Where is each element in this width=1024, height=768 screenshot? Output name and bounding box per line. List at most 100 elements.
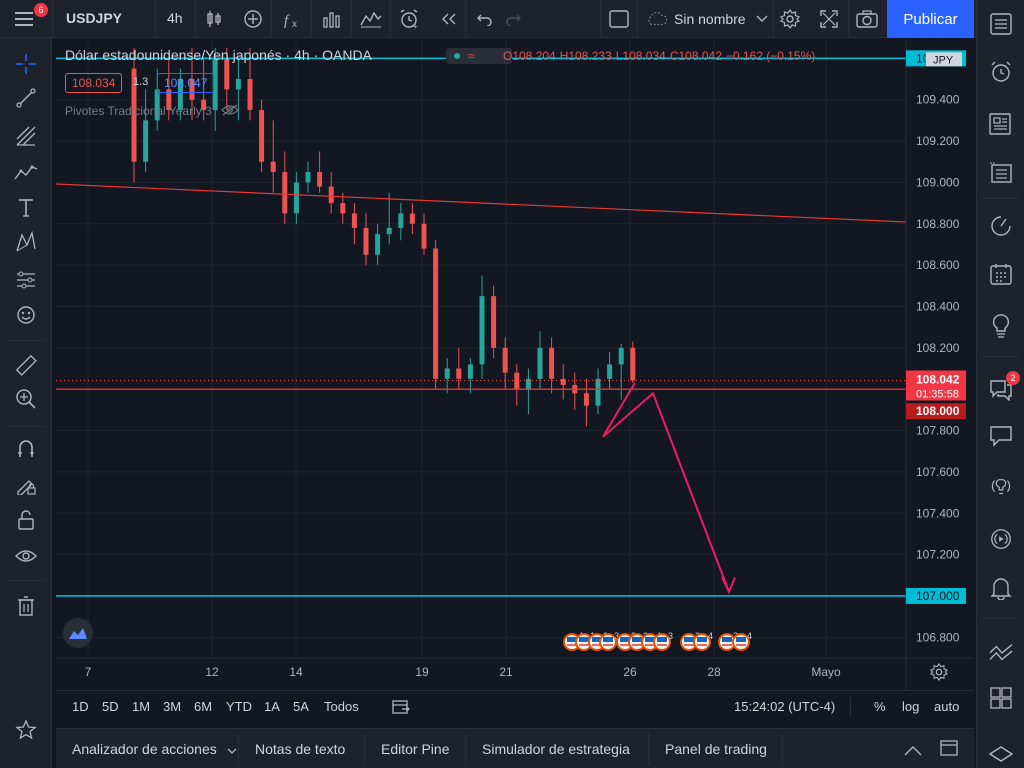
prediction-icon[interactable] <box>14 268 38 292</box>
data-window-icon[interactable] <box>989 160 1013 184</box>
clock-timezone[interactable]: 15:24:02 (UTC-4) <box>734 699 836 714</box>
candle-body <box>618 347 624 365</box>
tab-pine-editor[interactable]: Editor Pine <box>381 741 450 757</box>
range-all[interactable]: Todos <box>324 699 359 714</box>
event-flag-stripe <box>592 637 602 642</box>
candle-body <box>293 182 299 214</box>
chevron-down-icon[interactable] <box>751 8 773 30</box>
hide-eye-icon[interactable] <box>221 104 239 119</box>
price-chart[interactable]: 109.400 109.200 109.000 108.800 108.600 108.4… <box>56 40 974 690</box>
current-price-label-bg <box>906 370 966 401</box>
layers-icon[interactable] <box>989 744 1013 768</box>
current-price-label: 108.042 <box>916 373 960 387</box>
settings-gear-icon[interactable] <box>779 8 801 30</box>
emoji-icon[interactable] <box>14 303 38 327</box>
unlock-icon[interactable] <box>14 508 38 532</box>
maximize-panel-icon[interactable] <box>940 740 958 761</box>
news-icon[interactable] <box>989 112 1013 136</box>
calendar-icon[interactable] <box>989 262 1013 286</box>
text-tool-icon[interactable] <box>14 196 38 220</box>
buy-price-button[interactable]: 108.047 <box>157 73 215 93</box>
magnet-icon[interactable] <box>14 437 38 461</box>
add-compare-icon[interactable] <box>242 8 264 30</box>
range-ytd[interactable]: YTD <box>226 699 252 714</box>
redo-icon[interactable] <box>502 8 524 30</box>
event-flag-stripe <box>579 637 589 642</box>
go-to-date-icon[interactable] <box>392 698 410 719</box>
candle-body <box>328 186 334 204</box>
tab-text-notes[interactable]: Notas de texto <box>255 741 346 757</box>
range-1m[interactable]: 1M <box>132 699 151 714</box>
chevron-down-icon[interactable] <box>227 742 237 758</box>
time-tick-label: 19 <box>415 665 429 679</box>
range-6m[interactable]: 6M <box>194 699 213 714</box>
range-5a[interactable]: 5A <box>293 699 309 714</box>
log-scale-toggle[interactable]: log <box>902 699 920 714</box>
projection-path[interactable] <box>602 382 730 593</box>
event-flag-stripe <box>722 637 732 642</box>
favorites-star-icon[interactable] <box>14 718 38 742</box>
target-price-label-bg <box>906 587 966 604</box>
price-tick-label: 109.400 <box>916 93 960 107</box>
chats-icon[interactable] <box>989 378 1013 402</box>
sell-price-button[interactable]: 108.034 <box>65 73 123 93</box>
layout-name[interactable]: Sin nombre <box>674 11 746 27</box>
time-tick-label: 12 <box>205 665 219 679</box>
grid-layout-icon[interactable] <box>989 686 1013 710</box>
chart-layout-icon[interactable] <box>989 640 1013 664</box>
xabcd-pattern-icon[interactable] <box>14 230 38 254</box>
broadcast-icon[interactable] <box>989 527 1013 551</box>
event-flag-stripe <box>620 637 630 642</box>
trend-line-icon[interactable] <box>14 86 38 110</box>
percent-scale-toggle[interactable]: % <box>874 699 886 714</box>
replay-icon[interactable] <box>438 8 460 30</box>
symbol-search[interactable]: USDJPY <box>66 10 123 26</box>
tab-stock-screener[interactable]: Analizador de acciones <box>72 741 237 758</box>
financials-icon[interactable] <box>321 8 343 30</box>
market-open-icon <box>454 53 460 59</box>
patterns-icon[interactable] <box>14 160 38 184</box>
zoom-in-icon[interactable] <box>14 387 38 411</box>
notifications-bell-icon[interactable] <box>989 576 1013 600</box>
tab-trading-panel[interactable]: Panel de trading <box>665 741 767 757</box>
interval-selector[interactable]: 4h <box>167 10 183 26</box>
range-3m[interactable]: 3M <box>163 699 182 714</box>
hotlist-icon[interactable] <box>989 214 1013 238</box>
alarm-clock-icon[interactable] <box>989 60 1013 84</box>
templates-icon[interactable] <box>360 8 382 30</box>
chevron-up-icon[interactable] <box>904 743 922 761</box>
fullscreen-icon[interactable] <box>818 8 840 30</box>
range-1d[interactable]: 1D <box>72 699 89 714</box>
candle-body <box>317 172 323 187</box>
ruler-icon[interactable] <box>14 353 38 377</box>
undo-icon[interactable] <box>474 8 496 30</box>
range-1a[interactable]: 1A <box>264 699 280 714</box>
tradingview-logo[interactable] <box>63 618 93 648</box>
time-tick-label: 28 <box>707 665 721 679</box>
trend-line[interactable] <box>56 183 907 223</box>
publish-button[interactable]: Publicar <box>887 0 974 38</box>
auto-scale-toggle[interactable]: auto <box>934 699 960 714</box>
range-5d[interactable]: 5D <box>102 699 119 714</box>
trash-icon[interactable] <box>14 594 38 618</box>
crosshair-icon[interactable] <box>14 52 38 76</box>
alert-icon[interactable]: + <box>398 8 420 30</box>
candle-body <box>259 110 265 162</box>
tab-strategy-tester[interactable]: Simulador de estrategia <box>482 741 630 757</box>
menu-icon[interactable] <box>14 8 36 30</box>
axis-settings-icon[interactable] <box>929 662 950 683</box>
watchlist-icon[interactable] <box>989 12 1013 36</box>
ideas-lightbulb-icon[interactable] <box>989 314 1013 338</box>
lock-drawing-icon[interactable] <box>14 472 38 496</box>
fullscreen-select-icon[interactable] <box>608 8 630 30</box>
camera-icon[interactable] <box>856 8 878 30</box>
gann-fib-icon[interactable] <box>14 124 38 148</box>
candle-body <box>456 368 462 379</box>
indicator-legend[interactable]: Pivotes Tradicional Yearly 3 <box>65 104 239 119</box>
eye-icon[interactable] <box>14 544 38 568</box>
streams-icon[interactable] <box>989 476 1013 500</box>
time-tick-label: 7 <box>85 665 92 679</box>
candles-icon[interactable] <box>203 8 225 30</box>
messages-icon[interactable] <box>989 424 1013 448</box>
